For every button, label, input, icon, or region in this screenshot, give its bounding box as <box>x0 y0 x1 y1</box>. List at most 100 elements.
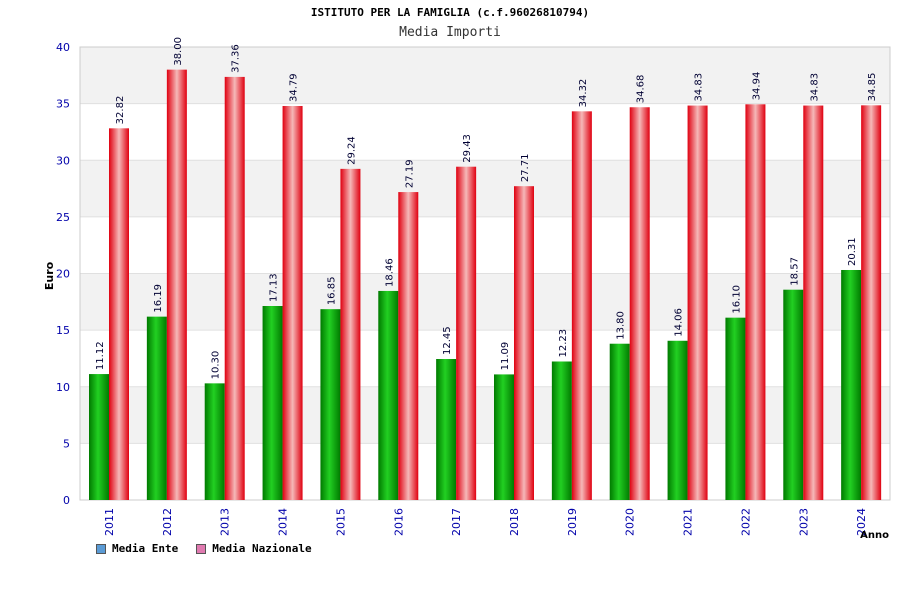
grid-band <box>80 160 890 217</box>
y-tick-label: 5 <box>63 437 70 450</box>
x-tick-label: 2011 <box>103 508 116 536</box>
data-label-ente: 11.12 <box>95 341 106 370</box>
bar-media-ente <box>146 316 167 500</box>
bar-media-nazionale <box>398 192 419 501</box>
grid-band <box>80 330 890 387</box>
data-label-ente: 18.57 <box>789 257 800 286</box>
data-label-ente: 20.31 <box>847 237 858 266</box>
grid-band <box>80 443 890 500</box>
data-label-nazionale: 27.19 <box>404 159 415 188</box>
data-label-ente: 16.10 <box>731 285 742 314</box>
bar-media-ente <box>494 374 514 500</box>
y-tick-label: 0 <box>63 494 70 507</box>
chart-title: ISTITUTO PER LA FAMIGLIA (c.f.9602681079… <box>310 6 590 19</box>
data-label-nazionale: 29.43 <box>462 134 473 163</box>
bar-media-nazionale <box>571 111 592 501</box>
data-labels: 11.12 32.82 16.19 38.00 10.30 37.36 17.13 34.79… <box>95 37 878 379</box>
grid-band <box>80 386 890 444</box>
x-axis-label: Anno <box>860 530 889 541</box>
y-tick-label: 25 <box>56 211 70 224</box>
bar-media-ente <box>378 290 399 500</box>
bar-media-ente <box>841 269 862 500</box>
y-tick-label: 10 <box>56 381 70 394</box>
bar-media-ente <box>667 340 688 500</box>
legend-item-ente: Media Ente <box>96 542 178 555</box>
bar-media-ente <box>204 383 225 500</box>
x-tick-label: 2023 <box>797 508 810 536</box>
legend-swatch-nazionale <box>196 543 207 554</box>
bar-media-nazionale <box>687 105 708 501</box>
bar-media-ente <box>609 343 630 500</box>
bar-media-ente <box>89 374 109 500</box>
x-tick-label: 2012 <box>161 508 174 536</box>
legend-swatch-ente <box>96 543 106 554</box>
bar-media-nazionale <box>629 107 650 501</box>
bar-media-nazionale <box>456 166 477 500</box>
x-tick-label: 2020 <box>624 508 637 536</box>
legend-label-nazionale: Media Nazionale <box>212 542 312 555</box>
x-tick-label: 2013 <box>219 508 232 536</box>
data-label-nazionale: 29.24 <box>346 136 357 165</box>
data-label-ente: 11.09 <box>500 342 511 371</box>
data-label-nazionale: 32.82 <box>115 96 126 125</box>
y-tick-label: 40 <box>56 41 70 54</box>
data-label-ente: 18.46 <box>384 258 395 287</box>
y-axis-ticks: 0 5 10 15 20 25 30 35 40 <box>56 41 70 507</box>
x-tick-label: 2019 <box>566 508 579 536</box>
bar-media-ente <box>551 361 572 500</box>
bar-media-nazionale <box>861 105 882 500</box>
data-label-ente: 12.23 <box>558 329 569 358</box>
x-tick-label: 2018 <box>508 508 521 536</box>
bar-media-ente <box>436 359 457 500</box>
data-label-ente: 17.13 <box>269 273 280 302</box>
data-label-nazionale: 34.83 <box>694 73 705 102</box>
legend: Media Ente Media Nazionale <box>96 542 312 555</box>
plot-frame <box>79 46 891 501</box>
data-label-ente: 16.85 <box>326 277 337 306</box>
data-label-nazionale: 27.71 <box>520 154 531 183</box>
data-label-ente: 16.19 <box>153 284 164 313</box>
bar-media-nazionale <box>803 105 824 501</box>
data-label-nazionale: 34.79 <box>289 73 300 102</box>
bar-media-nazionale <box>340 168 361 500</box>
x-tick-label: 2014 <box>277 508 290 536</box>
y-tick-label: 30 <box>56 154 70 167</box>
y-tick-label: 15 <box>56 324 70 337</box>
legend-item-nazionale: Media Nazionale <box>196 542 312 555</box>
bar-series <box>89 69 882 501</box>
data-label-nazionale: 34.94 <box>751 72 762 101</box>
data-label-nazionale: 34.85 <box>867 73 878 102</box>
chart-subtitle: Media Importi <box>399 25 501 40</box>
grid-band <box>80 216 890 274</box>
bar-media-nazionale <box>166 69 187 501</box>
data-label-nazionale: 34.83 <box>809 73 820 102</box>
y-tick-label: 35 <box>56 98 70 111</box>
x-tick-label: 2024 <box>855 508 868 536</box>
data-label-nazionale: 34.32 <box>578 79 589 108</box>
y-axis-label: Euro <box>43 261 56 290</box>
data-label-ente: 13.80 <box>616 311 627 340</box>
bar-media-ente <box>783 289 804 500</box>
bar-media-nazionale <box>109 128 129 500</box>
y-tick-label: 20 <box>56 268 70 281</box>
x-axis-ticks: 2011 2012 2013 2014 2015 2016 2017 2018 2019 2020… <box>103 508 868 536</box>
grid-bands <box>80 46 890 501</box>
legend-label-ente: Media Ente <box>112 542 179 555</box>
data-label-ente: 12.45 <box>442 326 453 355</box>
bar-media-nazionale <box>514 186 534 500</box>
grid-band <box>80 47 890 104</box>
x-tick-label: 2021 <box>682 508 695 536</box>
data-label-ente: 10.30 <box>211 351 222 380</box>
grid-band <box>80 273 890 331</box>
x-tick-label: 2016 <box>392 508 405 536</box>
x-tick-label: 2017 <box>450 508 463 536</box>
bar-media-nazionale <box>282 106 303 501</box>
bar-media-ente <box>262 306 283 500</box>
data-label-nazionale: 37.36 <box>231 44 242 73</box>
data-label-nazionale: 34.68 <box>636 75 647 104</box>
bar-media-ente <box>725 317 746 500</box>
grid-band <box>80 103 890 161</box>
x-tick-label: 2015 <box>334 508 347 536</box>
x-tick-label: 2022 <box>739 508 752 536</box>
